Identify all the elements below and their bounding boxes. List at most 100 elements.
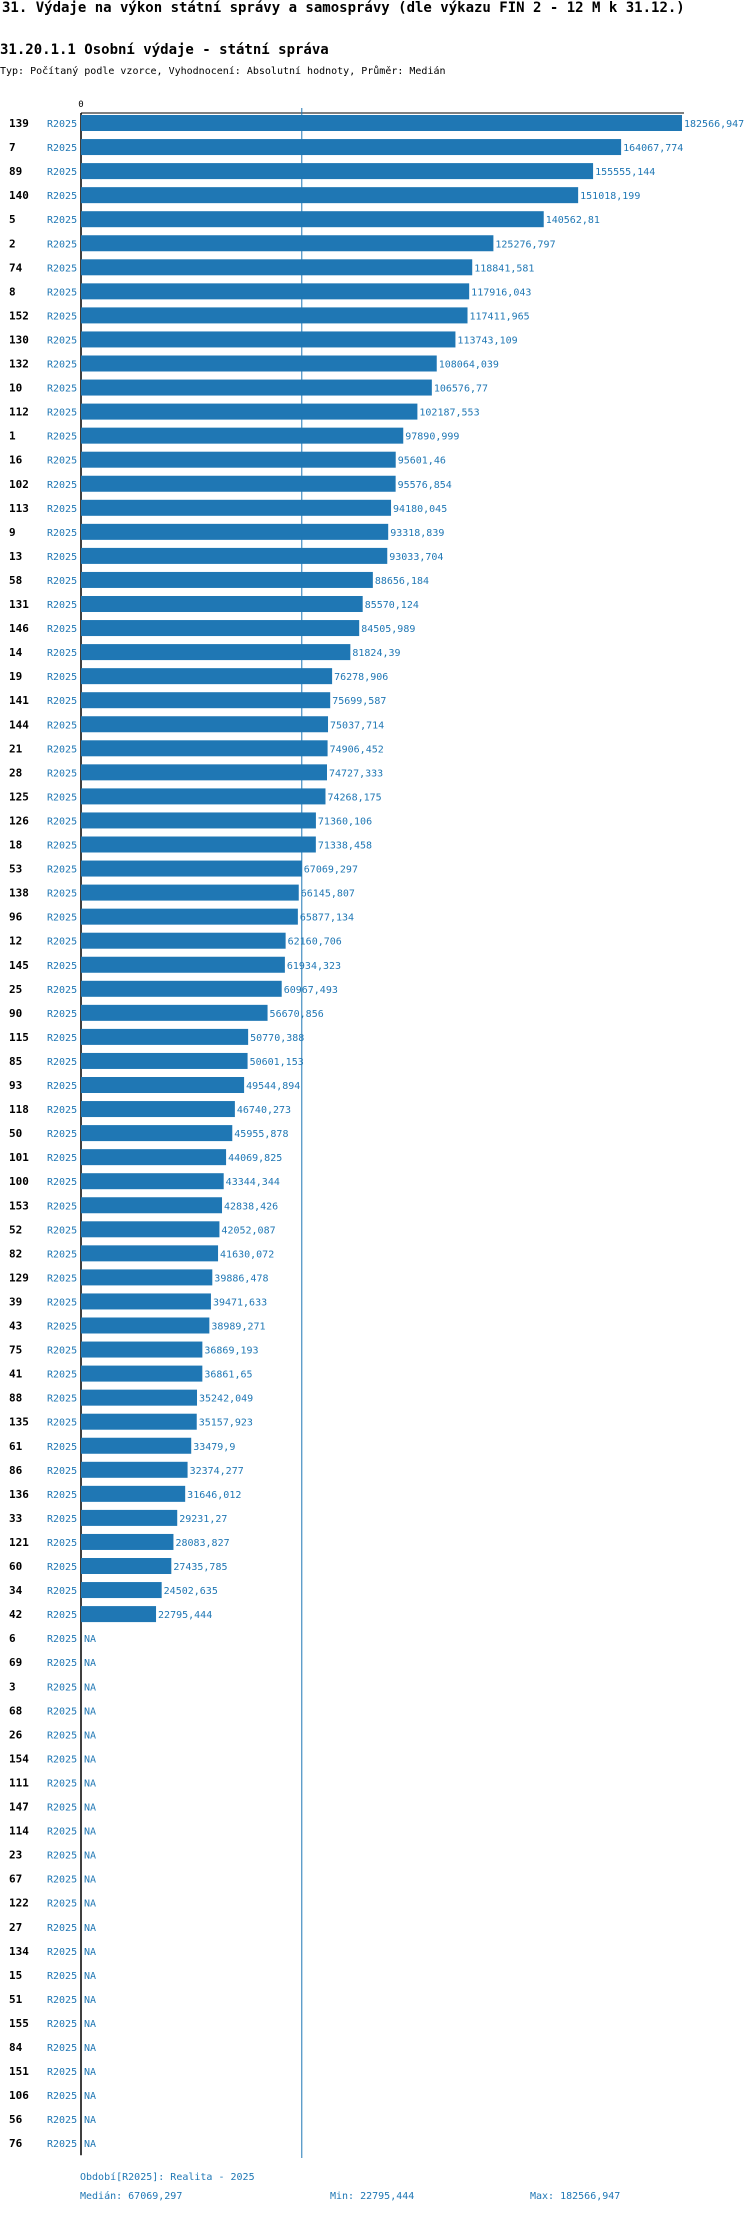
row-id-label: 129	[9, 1271, 29, 1284]
row-id-label: 16	[9, 454, 23, 467]
bar	[81, 547, 388, 564]
bar-value-label: 108064,039	[439, 360, 499, 371]
row-period-label: R2025	[47, 1346, 77, 1357]
row-period-label: R2025	[47, 360, 77, 371]
row-period-label: R2025	[47, 1418, 77, 1429]
row-id-label: 25	[9, 983, 22, 996]
bar	[81, 932, 286, 949]
row-id-label: 113	[9, 502, 29, 515]
bar	[81, 620, 360, 637]
row-id-label: 15	[9, 1969, 22, 1982]
bar-value-label: 74727,333	[329, 768, 383, 779]
bar	[81, 571, 373, 588]
row-period-label: R2025	[47, 913, 77, 924]
chart-subtitle: 31.20.1.1 Osobní výdaje - státní správa	[0, 42, 329, 58]
row-id-label: 6	[9, 1632, 16, 1645]
row-id-label: 136	[9, 1488, 29, 1501]
row-id-label: 75	[9, 1344, 22, 1357]
bar-value-label: 62160,706	[288, 937, 342, 948]
row-period-label: R2025	[47, 1177, 77, 1188]
bar	[81, 1413, 197, 1430]
na-value-label: NA	[84, 1754, 96, 1765]
row-id-label: 125	[9, 790, 29, 803]
row-id-label: 52	[9, 1223, 22, 1236]
row-id-label: 58	[9, 574, 22, 587]
row-period-label: R2025	[47, 1490, 77, 1501]
bar	[81, 139, 622, 156]
bar-value-label: 31646,012	[187, 1490, 241, 1501]
row-id-label: 100	[9, 1175, 29, 1188]
bar	[81, 1365, 203, 1382]
bar	[81, 451, 396, 468]
row-id-label: 96	[9, 911, 23, 924]
bar	[81, 187, 579, 204]
bar-value-label: 35157,923	[199, 1418, 253, 1429]
row-period-label: R2025	[47, 1273, 77, 1284]
row-period-label: R2025	[47, 1995, 77, 2006]
na-value-label: NA	[84, 2043, 96, 2054]
na-value-label: NA	[84, 1634, 96, 1645]
row-id-label: 34	[9, 1584, 23, 1597]
row-period-label: R2025	[47, 1634, 77, 1645]
row-id-label: 28	[9, 766, 22, 779]
row-period-label: R2025	[47, 287, 77, 298]
bar	[81, 884, 299, 901]
bar-value-label: 32374,277	[190, 1466, 244, 1477]
bar	[81, 1149, 227, 1166]
bar-value-label: 50601,153	[250, 1057, 304, 1068]
row-period-label: R2025	[47, 816, 77, 827]
row-id-label: 82	[9, 1247, 22, 1260]
row-id-label: 39	[9, 1295, 22, 1308]
row-period-label: R2025	[47, 1538, 77, 1549]
row-id-label: 89	[9, 165, 22, 178]
row-id-label: 144	[9, 718, 29, 731]
row-period-label: R2025	[47, 1033, 77, 1044]
na-value-label: NA	[84, 1851, 96, 1862]
bar-value-label: 65877,134	[300, 913, 354, 924]
row-id-label: 141	[9, 694, 29, 707]
row-period-label: R2025	[47, 744, 77, 755]
bar-value-label: 95576,854	[398, 480, 452, 491]
row-period-label: R2025	[47, 263, 77, 274]
na-value-label: NA	[84, 1682, 96, 1693]
row-period-label: R2025	[47, 768, 77, 779]
row-id-label: 139	[9, 117, 29, 130]
bar	[81, 1101, 235, 1118]
row-period-label: R2025	[47, 1682, 77, 1693]
row-period-label: R2025	[47, 1562, 77, 1573]
row-id-label: 3	[9, 1680, 16, 1693]
bar	[81, 1028, 249, 1045]
row-id-label: 84	[9, 2041, 23, 2054]
row-id-label: 111	[9, 1776, 29, 1789]
bar	[81, 644, 351, 661]
bar-value-label: 71338,458	[318, 841, 372, 852]
row-id-label: 50	[9, 1127, 22, 1140]
row-period-label: R2025	[47, 1105, 77, 1116]
row-period-label: R2025	[47, 648, 77, 659]
row-period-label: R2025	[47, 2067, 77, 2078]
bar-value-label: 106576,77	[434, 384, 488, 395]
bar	[81, 379, 432, 396]
row-period-label: R2025	[47, 552, 77, 563]
row-id-label: 1	[9, 430, 16, 443]
bar	[81, 1485, 186, 1502]
row-id-label: 76	[9, 2137, 23, 2150]
bar	[81, 740, 328, 757]
bar	[81, 860, 302, 877]
row-id-label: 5	[9, 213, 16, 226]
row-id-label: 85	[9, 1055, 22, 1068]
row-period-label: R2025	[47, 167, 77, 178]
row-id-label: 115	[9, 1031, 29, 1044]
bar-value-label: 50770,388	[250, 1033, 304, 1044]
bar-value-label: 182566,947	[684, 119, 744, 130]
bar	[81, 307, 468, 324]
bar-value-label: 43344,344	[226, 1177, 280, 1188]
row-period-label: R2025	[47, 1971, 77, 1982]
bar-value-label: 81824,39	[352, 648, 400, 659]
row-period-label: R2025	[47, 1081, 77, 1092]
bar	[81, 1582, 162, 1599]
row-period-label: R2025	[47, 937, 77, 948]
row-id-label: 61	[9, 1440, 23, 1453]
row-period-label: R2025	[47, 1706, 77, 1717]
row-period-label: R2025	[47, 143, 77, 154]
